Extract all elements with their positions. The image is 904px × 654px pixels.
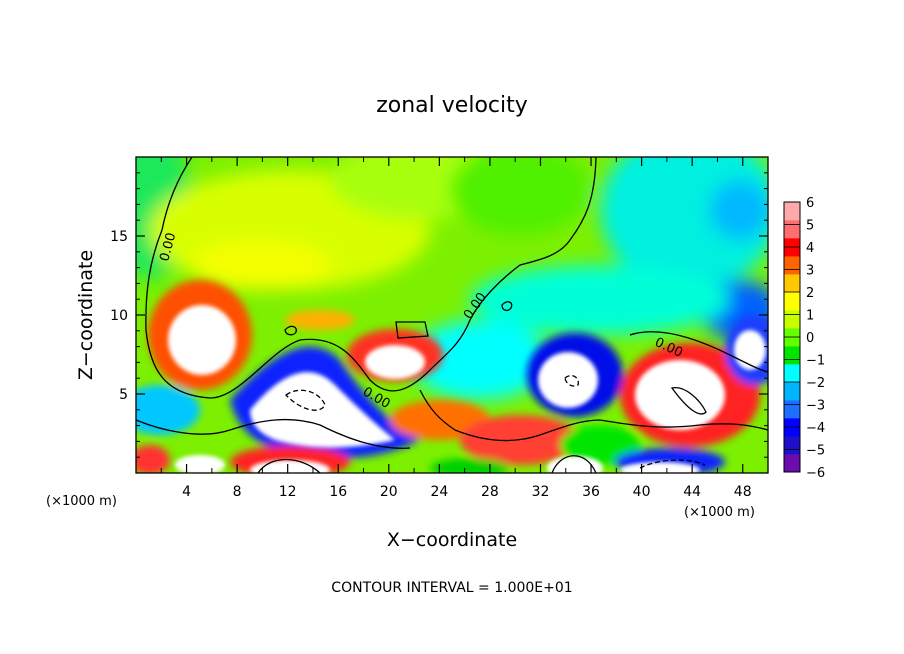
colorbar-tick-label: 0	[806, 331, 814, 346]
colorbar-tick-label: −3	[806, 399, 825, 414]
bottom-contour-arc	[257, 459, 321, 473]
small-contour-loop	[284, 325, 297, 336]
small-contour-loop-2	[501, 301, 513, 312]
colorbar-tick-label: −4	[806, 421, 825, 436]
colorbar-tick-label: −6	[806, 466, 825, 481]
colorbar-swatch	[784, 310, 800, 329]
x-tick-label: 36	[582, 484, 600, 500]
colorbar-swatch	[784, 346, 800, 365]
x-tick-label: 12	[279, 484, 297, 500]
colorbar-swatch	[784, 382, 800, 401]
y-tick-label: 15	[110, 229, 128, 245]
chart-title: zonal velocity	[376, 93, 528, 118]
colorbar-swatch	[784, 454, 800, 473]
zero-contour-mid	[419, 389, 768, 442]
inner-contour-right	[670, 387, 707, 415]
colorbar-tick-label: 1	[806, 309, 814, 324]
colorbar-tick-label: −1	[806, 354, 825, 369]
contour-label: 0.00	[157, 231, 179, 263]
z-unit-label: (×1000 m)	[684, 505, 755, 520]
colorbar-swatch	[784, 220, 800, 239]
x-tick-label: 28	[481, 484, 499, 500]
x-axis-label: X−coordinate	[387, 529, 517, 551]
colorbar-tick-label: 5	[806, 219, 814, 234]
x-tick-label: 4	[182, 484, 191, 500]
x-tick-label: 24	[430, 484, 448, 500]
colorbar-swatch	[784, 202, 800, 221]
colorbar-swatch	[784, 256, 800, 275]
colorbar-tick-label: 3	[806, 264, 814, 279]
y-axis-label: Z−coordinate	[75, 250, 97, 380]
y-axis-ticks: 5 10 15	[110, 172, 768, 458]
colorbar-swatch	[784, 400, 800, 419]
heatmap-field	[136, 157, 768, 473]
colorbar-tick-label: −5	[806, 444, 825, 459]
x-tick-label: 8	[233, 484, 242, 500]
y-tick-label: 5	[119, 387, 128, 403]
negative-contour-2	[564, 374, 579, 387]
colorbar-swatch	[784, 274, 800, 293]
x-tick-label: 16	[329, 484, 347, 500]
y-tick-label: 10	[110, 308, 128, 324]
colorbar-swatch	[784, 292, 800, 311]
x-tick-label: 40	[633, 484, 651, 500]
colorbar-swatch	[784, 436, 800, 455]
x-tick-label: 20	[380, 484, 398, 500]
negative-contour	[285, 389, 326, 411]
colorbar-tick-label: −2	[806, 376, 825, 391]
negative-contour-3	[639, 459, 706, 469]
zero-contour-lower	[136, 418, 411, 449]
contour-lines	[136, 157, 768, 473]
colorbar-tick-label: 4	[806, 241, 814, 256]
x-axis-ticks: 4 8 12 16 20 24 28 32 36 40 44 48	[160, 157, 752, 500]
colorbar: 6 5 4 3 2 1 0 −1 −2 −3 −4 −5 −6	[783, 196, 825, 481]
x-tick-label: 48	[734, 484, 752, 500]
zero-contour-right	[629, 331, 768, 373]
colorbar-swatch	[784, 364, 800, 383]
x-tick-label: 44	[683, 484, 701, 500]
zero-contour-upper	[145, 157, 597, 399]
small-contour-box	[395, 321, 429, 339]
contour-interval-note: CONTOUR INTERVAL = 1.000E+01	[331, 580, 572, 596]
bottom-contour-arc-2	[551, 455, 597, 473]
colorbar-tick-label: 2	[806, 286, 814, 301]
x-tick-label: 32	[532, 484, 550, 500]
colorbar-tick-label: 6	[806, 196, 814, 211]
x-unit-label: (×1000 m)	[46, 494, 117, 509]
